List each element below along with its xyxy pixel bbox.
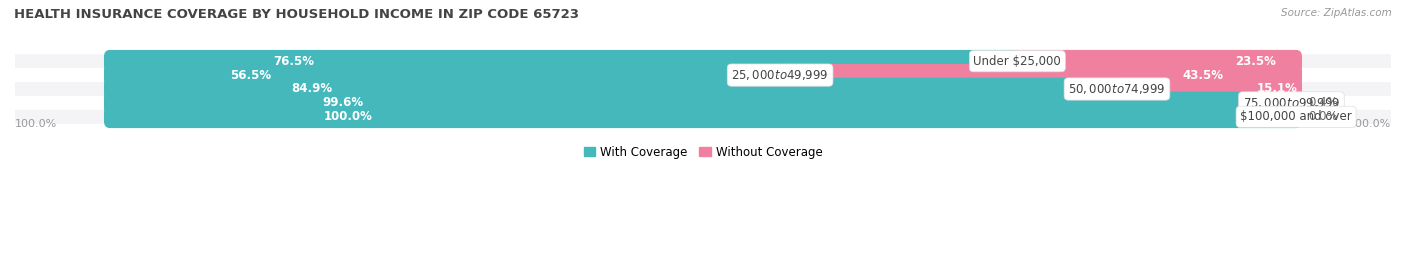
Text: 100.0%: 100.0%: [15, 119, 58, 129]
FancyBboxPatch shape: [1285, 92, 1302, 114]
Text: 15.1%: 15.1%: [1257, 83, 1298, 95]
Text: HEALTH INSURANCE COVERAGE BY HOUSEHOLD INCOME IN ZIP CODE 65723: HEALTH INSURANCE COVERAGE BY HOUSEHOLD I…: [14, 8, 579, 21]
Text: 43.5%: 43.5%: [1182, 69, 1223, 82]
FancyBboxPatch shape: [15, 68, 1391, 82]
Text: 0.4%: 0.4%: [1308, 96, 1337, 109]
Text: Source: ZipAtlas.com: Source: ZipAtlas.com: [1281, 8, 1392, 18]
Text: 84.9%: 84.9%: [291, 83, 332, 95]
Text: $50,000 to $74,999: $50,000 to $74,999: [1069, 82, 1166, 96]
FancyBboxPatch shape: [15, 54, 1391, 68]
Text: 99.6%: 99.6%: [322, 96, 364, 109]
Text: 56.5%: 56.5%: [231, 69, 271, 82]
FancyBboxPatch shape: [1011, 50, 1302, 72]
FancyBboxPatch shape: [104, 92, 1298, 114]
Text: 100.0%: 100.0%: [323, 110, 373, 123]
FancyBboxPatch shape: [15, 110, 1391, 124]
FancyBboxPatch shape: [104, 64, 786, 86]
FancyBboxPatch shape: [15, 82, 1391, 96]
Text: $75,000 to $99,999: $75,000 to $99,999: [1243, 96, 1340, 110]
FancyBboxPatch shape: [104, 50, 1024, 72]
FancyBboxPatch shape: [104, 105, 1302, 128]
Text: 23.5%: 23.5%: [1234, 55, 1275, 68]
Legend: With Coverage, Without Coverage: With Coverage, Without Coverage: [581, 143, 825, 161]
FancyBboxPatch shape: [104, 78, 1123, 100]
Text: $100,000 and over: $100,000 and over: [1240, 110, 1353, 123]
Text: 100.0%: 100.0%: [1348, 119, 1391, 129]
Text: Under $25,000: Under $25,000: [973, 55, 1062, 68]
FancyBboxPatch shape: [15, 96, 1391, 110]
FancyBboxPatch shape: [1111, 78, 1302, 100]
Text: 0.0%: 0.0%: [1308, 110, 1337, 123]
Text: 76.5%: 76.5%: [273, 55, 314, 68]
FancyBboxPatch shape: [775, 64, 1302, 86]
Text: $25,000 to $49,999: $25,000 to $49,999: [731, 68, 828, 82]
